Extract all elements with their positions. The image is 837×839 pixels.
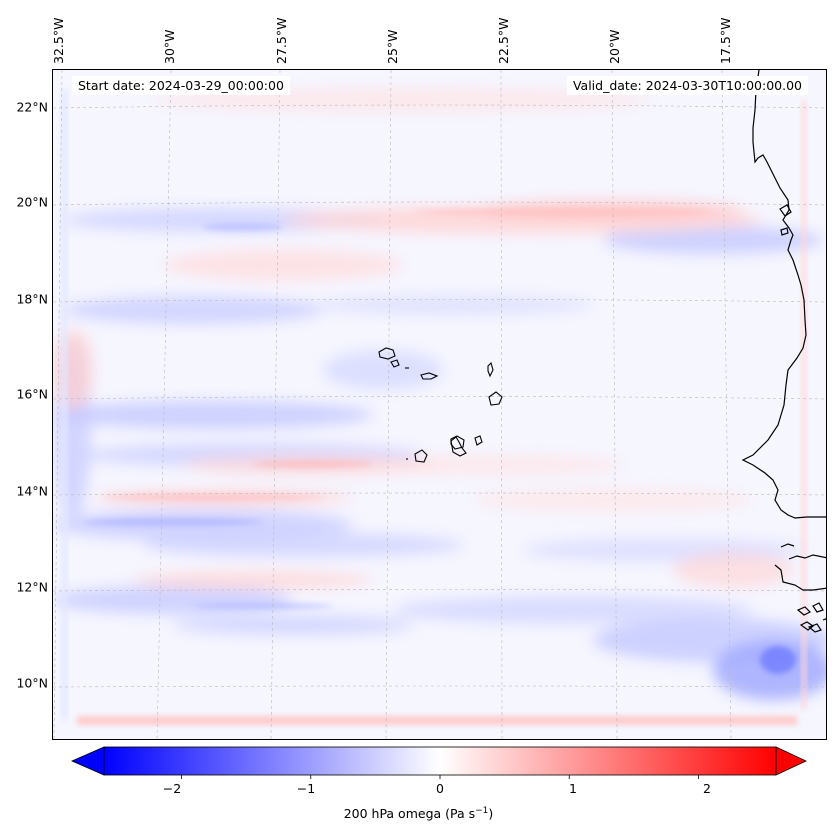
colorbar-body [104, 747, 776, 775]
lon-label-20w: 20°W [607, 29, 622, 64]
valid-date-label: Valid_date: 2024-03-30T10:00:00.00 [566, 76, 808, 95]
start-date-label: Start date: 2024-03-29_00:00:00 [72, 76, 290, 95]
lat-label-12n: 12°N [16, 579, 48, 595]
lat-label-14n: 14°N [16, 483, 48, 499]
lat-label-16n: 16°N [16, 386, 48, 402]
colorbar-tick-1: 1 [569, 781, 577, 796]
colorbar-tick-2: 2 [703, 781, 711, 796]
colorbar [71, 746, 807, 779]
colorbar-extend-max [775, 746, 807, 776]
lon-label-30w: 30°W [162, 29, 177, 64]
map-panel [52, 69, 827, 740]
colorbar-tick-minus-2: −2 [162, 781, 182, 796]
lon-label-25w: 25°W [385, 29, 400, 64]
colorbar-label: 200 hPa omega (Pa s−1) [343, 806, 494, 822]
lon-label-22-5w: 22.5°W [496, 17, 511, 64]
lon-label-32-5w: 32.5°W [51, 17, 66, 64]
colorbar-extend-min [71, 746, 105, 776]
omega-field [53, 70, 826, 739]
lat-label-22n: 22°N [16, 99, 48, 115]
lon-label-27-5w: 27.5°W [274, 17, 289, 64]
graticule [53, 70, 826, 739]
colorbar-tick-0: 0 [436, 781, 444, 796]
west-africa-coastline [741, 70, 826, 633]
lat-label-18n: 18°N [16, 291, 48, 307]
cabo-verde-islands [378, 347, 503, 463]
lat-label-20n: 20°N [16, 194, 48, 210]
colorbar-tick-minus-1: −1 [296, 781, 316, 796]
lon-label-17-5w: 17.5°W [718, 17, 733, 64]
lat-label-10n: 10°N [16, 675, 48, 691]
